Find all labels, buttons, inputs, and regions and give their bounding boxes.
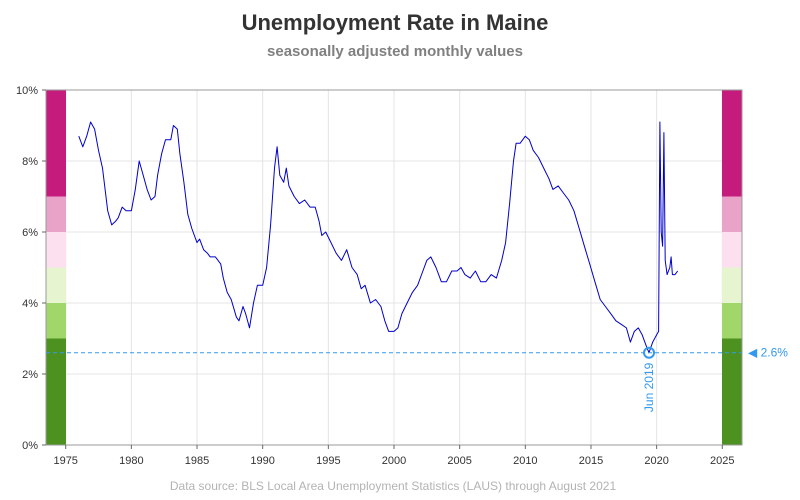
y-tick-label: 10% [16, 85, 38, 97]
right-band [722, 338, 742, 445]
x-tick-label: 1980 [119, 455, 143, 467]
left-band [46, 196, 66, 232]
left-band [46, 90, 66, 197]
chart-title: Unemployment Rate in Maine [242, 10, 549, 35]
annotation-layer: Jun 2019 ◀ 2.6% [46, 346, 788, 412]
y-tick-label: 4% [22, 298, 38, 310]
y-tick-label: 8% [22, 156, 38, 168]
left-band [46, 232, 66, 268]
series-layer [78, 121, 679, 354]
right-band [722, 90, 742, 197]
x-tick-label: 2020 [644, 455, 668, 467]
right-band [722, 303, 742, 339]
annotation-date-label: Jun 2019 [642, 362, 656, 412]
min-point-marker [643, 346, 656, 359]
right-band [722, 232, 742, 268]
y-axis-ticks: 0% 2% 4% 6% 8% 10% [16, 85, 46, 452]
y-tick-label: 6% [22, 227, 38, 239]
x-tick-label: 2000 [382, 455, 406, 467]
x-tick-label: 1985 [185, 455, 209, 467]
y-tick-label: 0% [22, 440, 38, 452]
x-tick-label: 1995 [316, 455, 340, 467]
annotation-value-label: ◀ 2.6% [748, 346, 788, 360]
chart-caption: Data source: BLS Local Area Unemployment… [170, 479, 617, 493]
color-bands [46, 90, 742, 445]
x-tick-label: 1975 [53, 455, 77, 467]
chart-subtitle: seasonally adjusted monthly values [267, 43, 523, 60]
right-band [722, 196, 742, 232]
left-band [46, 303, 66, 339]
unemployment-rate-line [78, 121, 679, 354]
x-tick-label: 2005 [447, 455, 471, 467]
grid-lines [46, 89, 742, 446]
x-axis-ticks: 1975 1980 1985 1990 1995 2000 2005 2010 2015 2020… [53, 445, 735, 467]
x-tick-label: 1990 [250, 455, 274, 467]
x-tick-label: 2025 [710, 455, 734, 467]
x-tick-label: 2010 [513, 455, 537, 467]
right-band [722, 267, 742, 303]
y-tick-label: 2% [22, 369, 38, 381]
left-band [46, 338, 66, 445]
x-tick-label: 2015 [579, 455, 603, 467]
left-band [46, 267, 66, 303]
